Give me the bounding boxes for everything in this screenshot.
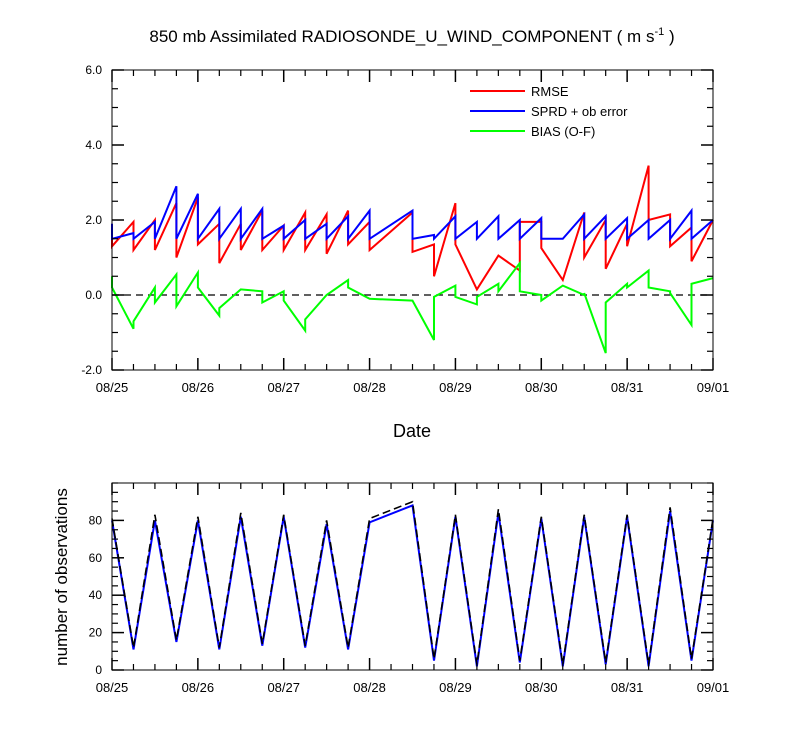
top-axes: 08/25 08/26 08/27 08/28 08/29 08/30 08/31 09/01… (81, 63, 729, 395)
y-tick-label: 80 (89, 513, 103, 527)
x-tick-label: 09/01 (697, 680, 730, 695)
x-tick-label: 08/31 (611, 380, 644, 395)
y-tick-label: 0 (95, 663, 102, 677)
legend-label: RMSE (531, 84, 569, 99)
y-tick-label: 40 (89, 588, 103, 602)
x-tick-label: 08/29 (439, 680, 472, 695)
y-tick-label: 4.0 (85, 138, 102, 152)
bottom-axes: 08/25 08/26 08/27 08/28 08/29 08/30 08/31 09/01… (89, 482, 730, 695)
series-line-bias-o-f (111, 260, 714, 354)
legend-label: SPRD + ob error (531, 104, 628, 119)
rmse-sprd-bias-chart: 850 mb Assimilated RADIOSONDE_U_WIND_COM… (81, 26, 729, 441)
x-tick-label: 08/29 (439, 380, 472, 395)
y-tick-label: 2.0 (85, 213, 102, 227)
x-tick-label: 08/28 (353, 680, 386, 695)
x-tick-label: 08/25 (96, 680, 129, 695)
top-series-group (111, 165, 714, 354)
y-axis-label: number of observations (52, 488, 71, 666)
x-axis-label: Date (393, 421, 431, 441)
chart-title: 850 mb Assimilated RADIOSONDE_U_WIND_COM… (149, 26, 674, 46)
x-tick-label: 08/26 (182, 380, 215, 395)
x-tick-label: 08/30 (525, 380, 558, 395)
y-tick-label: 6.0 (85, 63, 102, 77)
y-tick-label: 60 (89, 551, 103, 565)
series-line-observations-dashed (111, 500, 714, 665)
x-tick-label: 08/26 (182, 680, 215, 695)
legend-label: BIAS (O-F) (531, 124, 595, 139)
series-line-observations-solid (111, 504, 714, 667)
bottom-series-group (111, 500, 714, 667)
y-tick-label: 0.0 (85, 288, 102, 302)
y-tick-label: 20 (89, 626, 103, 640)
x-tick-label: 08/25 (96, 380, 129, 395)
x-tick-label: 08/28 (353, 380, 386, 395)
x-tick-label: 08/31 (611, 680, 644, 695)
x-tick-label: 08/30 (525, 680, 558, 695)
y-tick-label: -2.0 (81, 363, 102, 377)
observation-count-chart: 08/25 08/26 08/27 08/28 08/29 08/30 08/31 09/01… (52, 482, 730, 695)
series-line-sprd-ob-error (111, 185, 714, 242)
x-tick-label: 08/27 (267, 680, 300, 695)
x-tick-label: 08/27 (267, 380, 300, 395)
x-tick-label: 09/01 (697, 380, 730, 395)
legend: RMSE SPRD + ob error BIAS (O-F) (470, 84, 628, 139)
